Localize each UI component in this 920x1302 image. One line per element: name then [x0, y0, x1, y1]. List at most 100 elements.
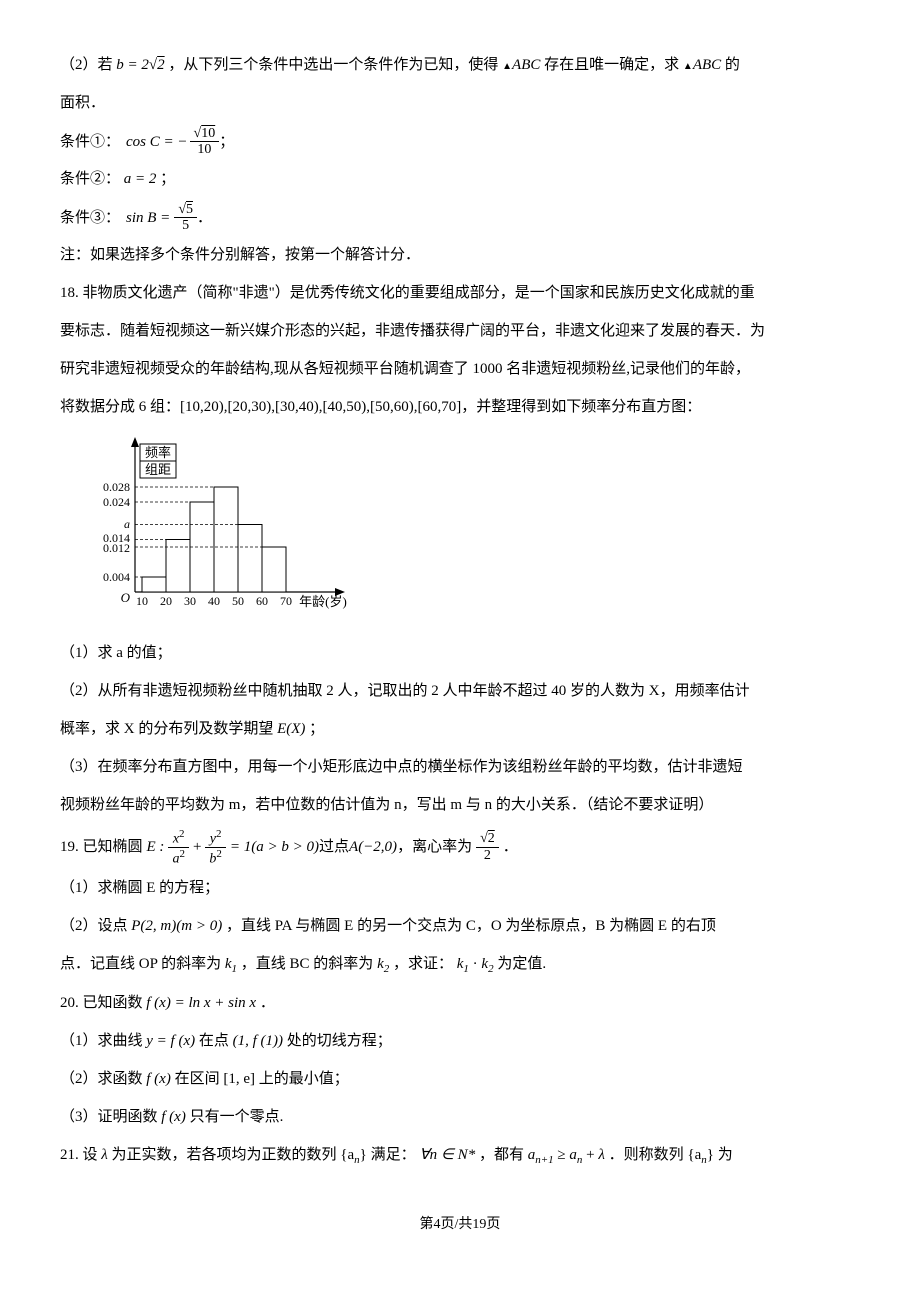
p18-line4-suffix: ，并整理得到如下频率分布直方图：: [461, 399, 701, 415]
p17-cond1-frac: √10 10: [190, 126, 220, 158]
p19-q2-mid: ，直线 PA 与椭圆 E 的另一个交点为 C，O 为坐标原点，B 为椭圆 E 的…: [226, 918, 716, 934]
p19-P: P(2, m)(m > 0): [131, 918, 222, 934]
p20-q2-mid: 在区间: [175, 1071, 220, 1087]
p17-note: 注：如果选择多个条件分别解答，按第一个解答计分．: [60, 240, 860, 270]
p18-q1: （1）求 a 的值；: [60, 638, 860, 668]
p19-dot: ·: [473, 956, 478, 972]
p20-q2-fx: f (x): [146, 1071, 171, 1087]
hist-xtick-3: 40: [208, 594, 220, 608]
p20-q3-suffix: 只有一个零点.: [190, 1109, 284, 1125]
hist-xtick-5: 60: [256, 594, 268, 608]
p20-q1-y: y = f (x): [146, 1033, 195, 1049]
p20-q1-suffix: 处的切线方程；: [287, 1033, 392, 1049]
p18-line4: 将数据分成 6 组：[10,20),[20,30),[30,40),[40,50…: [60, 392, 860, 422]
p19-frac1: x2 a2: [168, 828, 189, 867]
p20-q1-pt: (1, f (1)): [233, 1033, 283, 1049]
p19-k1s: 1: [232, 963, 238, 975]
hist-xlabel: 年龄(岁): [299, 594, 347, 609]
p17-cond1-den: 10: [190, 142, 220, 157]
p19-ecc-num: 2: [488, 831, 495, 846]
p21-seq1c: }: [360, 1147, 367, 1163]
p21-stem: 21. 设 λ 为正实数，若各项均为正数的数列 {an} 满足： ∀n ∈ N*…: [60, 1140, 860, 1171]
p18-q3-l1: （3）在频率分布直方图中，用每一个小矩形底边中点的横坐标作为该组粉丝年龄的平均数…: [60, 752, 860, 782]
p20-q2-prefix: （2）求函数: [60, 1071, 143, 1087]
p20-func: f (x) = ln x + sin x: [146, 995, 256, 1011]
p18-q2-suffix: ；: [309, 721, 324, 737]
p19-q2-l2: 点．记直线 OP 的斜率为 k1 ，直线 BC 的斜率为 k2 ，求证： k1 …: [60, 949, 860, 980]
p17-mid2: 存在且唯一确定，求: [544, 57, 679, 73]
p17-cond3-label: 条件③：: [60, 203, 120, 233]
p17-cond3-den: 5: [174, 218, 197, 233]
p18-histogram: 频率 组距 0.028 0.024 a 0.014 0.012 0.004 O …: [80, 432, 860, 628]
p17-b-prefix: b = 2: [116, 57, 149, 73]
p17-cond1-semi: ；: [219, 127, 234, 157]
p21-mid1: 为正实数，若各项均为正数的数列: [112, 1147, 337, 1163]
p20-stem: 20. 已知函数 f (x) = ln x + sin x ．: [60, 988, 860, 1018]
p19-k2sb: 2: [488, 963, 494, 975]
p19-q2-suffix: 为定值.: [497, 956, 546, 972]
hist-ytick-1: 0.024: [103, 495, 130, 509]
p19-period: ．: [503, 832, 518, 862]
p17-cond2-expr: a = 2: [124, 171, 157, 187]
p18-q2-expr: E(X): [277, 721, 305, 737]
p17-line2: 面积．: [60, 88, 860, 118]
p17-cond2: 条件②： a = 2 ；: [60, 164, 860, 194]
p17-cond1-label: 条件①：: [60, 127, 120, 157]
p17-cond2-semi: ；: [160, 171, 175, 187]
p21-ar: a: [569, 1147, 577, 1163]
p18-q2-prefix: 概率，求 X 的分布列及数学期望: [60, 721, 273, 737]
p19-stem: 19. 已知椭圆 E : x2 a2 + y2 b2 = 1(a > b > 0…: [60, 828, 860, 867]
p17-cond1: 条件①： cos C = − √10 10 ；: [60, 126, 860, 158]
p19-plus: +: [193, 832, 201, 862]
p21-seq2c: }: [707, 1147, 714, 1163]
p19-k2s: 2: [384, 963, 390, 975]
hist-xtick-0: 10: [136, 594, 148, 608]
p19-E: E :: [147, 832, 165, 862]
p21-mid3: ，都有: [479, 1147, 524, 1163]
p20-q3-fx: f (x): [161, 1109, 186, 1125]
p19-ecc: √2 2: [476, 831, 499, 863]
p21-suffix: 为: [718, 1147, 733, 1163]
p17-part2-line1: （2）若 b = 2√2 ，从下列三个条件中选出一个条件作为已知，使得 ▲ABC…: [60, 50, 860, 80]
p17-cond3-frac: √5 5: [174, 202, 197, 234]
p21-geq: ≥: [557, 1147, 569, 1163]
p17-abc2: ABC: [693, 57, 721, 73]
hist-ytick-0: 0.028: [103, 480, 130, 494]
p21-als: n+1: [535, 1154, 553, 1166]
p21-lambda: λ: [101, 1147, 108, 1163]
hist-origin: O: [121, 590, 131, 605]
p19-prefix: 19. 已知椭圆: [60, 832, 143, 862]
p17-suffix: 的: [725, 57, 740, 73]
p19-q1: （1）求椭圆 E 的方程；: [60, 873, 860, 903]
p21-seq1: {a: [340, 1147, 354, 1163]
p20-q1-prefix: （1）求曲线: [60, 1033, 143, 1049]
p17-cond2-label: 条件②：: [60, 171, 120, 187]
p18-line1: 18. 非物质文化遗产（简称"非遗"）是优秀传统文化的重要组成部分，是一个国家和…: [60, 278, 860, 308]
p17-cond1-lhs: cos C = −: [126, 127, 188, 157]
p17-b-expr: b = 2√2: [116, 57, 168, 73]
p19-q2-mid2: ，直线 BC 的斜率为: [241, 956, 374, 972]
p17-mid: ，从下列三个条件中选出一个条件作为已知，使得: [168, 57, 498, 73]
p18-q2-l1: （2）从所有非遗短视频粉丝中随机抽取 2 人，记取出的 2 人中年龄不超过 40…: [60, 676, 860, 706]
p18-q2-l2: 概率，求 X 的分布列及数学期望 E(X) ；: [60, 714, 860, 744]
p19-A: A(−2,0): [349, 832, 397, 862]
page-footer: 第4页/共19页: [60, 1211, 860, 1239]
hist-xtick-2: 30: [184, 594, 196, 608]
hist-ytick-4: 0.012: [103, 541, 130, 555]
p20-q3: （3）证明函数 f (x) 只有一个零点.: [60, 1102, 860, 1132]
p21-plus: +: [586, 1147, 598, 1163]
hist-xtick-1: 20: [160, 594, 172, 608]
p19-mid: 过点: [319, 832, 349, 862]
p17-cond3-lhs: sin B =: [126, 203, 170, 233]
p21-prefix: 21. 设: [60, 1147, 98, 1163]
p17-cond3-num: 5: [186, 202, 193, 217]
hist-xtick-4: 50: [232, 594, 244, 608]
p17-b-root: 2: [157, 57, 165, 73]
p21-seq2: {a: [687, 1147, 701, 1163]
p19-k1sb: 1: [463, 963, 469, 975]
p18-line4-prefix: 将数据分成 6 组：: [60, 399, 180, 415]
p19-frac2: y2 b2: [205, 828, 226, 867]
p19-q2-mid3: ，求证：: [393, 956, 453, 972]
p19-q2-l1: （2）设点 P(2, m)(m > 0) ，直线 PA 与椭圆 E 的另一个交点…: [60, 911, 860, 941]
p21-mid4: ．则称数列: [609, 1147, 684, 1163]
